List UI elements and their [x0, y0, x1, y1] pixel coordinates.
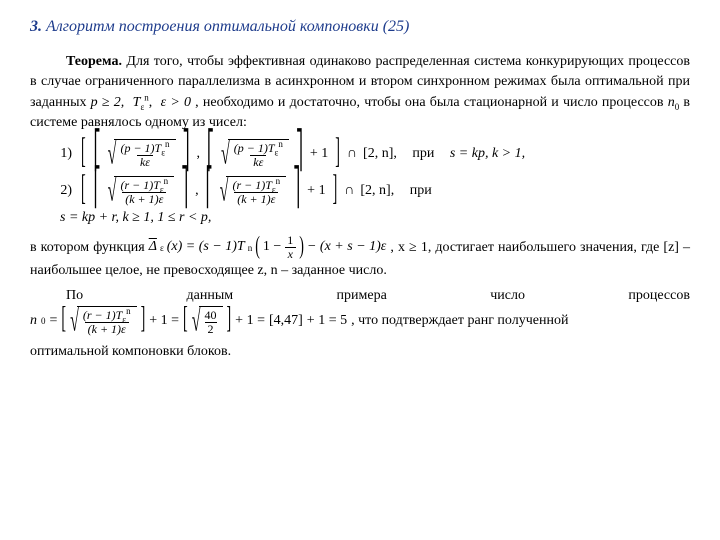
frac-final-a: (r − 1)Tεn (k + 1)ε	[80, 309, 134, 336]
paragraph-3-spread: По данным примера число процессов	[30, 288, 690, 304]
document-page: 3. Алгоритм построения оптимальной компо…	[0, 0, 720, 540]
section-heading: 3. Алгоритм построения оптимальной компо…	[30, 18, 690, 36]
frac-1-over-x: 1 x	[284, 234, 296, 261]
theorem-label: Теорема.	[66, 54, 122, 69]
frac-final-b: 40 2	[202, 309, 220, 336]
n0: n	[668, 95, 675, 110]
frac-2a: (r − 1)Tεn (k + 1)ε	[117, 179, 171, 206]
delta: Δ	[149, 237, 157, 257]
w1: По	[30, 288, 83, 304]
n0-equation: n0 = [ √ (r − 1)Tεn (k + 1)ε ] + 1 = [ √…	[30, 306, 690, 336]
frac-1a: (p − 1)Tεn kε	[117, 142, 172, 169]
left-floor-1a: [	[80, 136, 87, 172]
section-title: Алгоритм построения оптимальной компонов…	[46, 18, 409, 35]
radical-icon: √	[70, 307, 79, 337]
left-ceil-1a: ⎡	[93, 136, 102, 172]
para2-lead: в котором функция	[30, 240, 149, 255]
final-tail: , что подтверждает ранг полученной	[351, 313, 568, 329]
sqrt-1a: √ (p − 1)Tεn kε	[108, 139, 176, 169]
right-floor-2: ]	[332, 173, 339, 209]
left-ceil-2b: ⎡	[205, 173, 214, 209]
formula-2: 2) [ ⎡ √ (r − 1)Tεn (k + 1)ε ⎤ , ⎡ √ (r …	[54, 176, 690, 206]
sqrt-2b: √ (r − 1)Tεn (k + 1)ε	[220, 176, 287, 206]
condition-2: s = kp + r, k ≥ 1, 1 ≤ r < p,	[60, 210, 690, 226]
theorem-paragraph: Теорема. Для того, чтобы эффективная оди…	[30, 52, 690, 133]
frac-2b: (r − 1)Tεn (k + 1)ε	[229, 179, 283, 206]
radical-icon: √	[108, 141, 117, 171]
cond-1-text: s = kp, k > 1,	[450, 146, 525, 162]
range-2: [2, n],	[360, 183, 394, 199]
right-ceil-1a: ⎤	[182, 136, 191, 172]
section-number: 3.	[30, 18, 42, 35]
eps-sub: ε	[140, 101, 144, 111]
n0-sub: 0	[675, 101, 680, 111]
formula-1: 1) [ ⎡ √ (p − 1)Tεn kε ⎤ , ⎡ √ (p − 1)Tε…	[54, 139, 690, 169]
right-ceil-2a: ⎤	[180, 173, 189, 209]
intersect-2: ∩	[344, 183, 354, 199]
n-sup: n	[144, 92, 149, 102]
theorem-tail: , необходимо и достаточно, чтобы она был…	[195, 95, 668, 110]
sqrt-1b: √ (p − 1)Tεn kε	[221, 139, 289, 169]
w3: примера	[301, 288, 387, 304]
left-ceil-2a: ⎡	[93, 173, 102, 209]
plus-one-2: + 1	[307, 183, 325, 199]
pri-1: при	[412, 146, 434, 162]
intersect-1: ∩	[347, 146, 357, 162]
paragraph-2: в котором функция Δε (x) = (s − 1)Tn (1 …	[30, 234, 690, 282]
sqrt-2a: √ (r − 1)Tεn (k + 1)ε	[108, 176, 175, 206]
radical-icon: √	[108, 177, 117, 207]
formula-1-index: 1)	[54, 146, 74, 162]
last-line: оптимальной компоновки блоков.	[30, 342, 690, 362]
delta-eq: Δε (x) = (s − 1)Tn (1 − 1 x ) − (x + s −…	[149, 234, 387, 261]
left-floor-2a: [	[80, 173, 87, 209]
range-1: [2, n],	[363, 146, 397, 162]
right-ceil-1b: ⎤	[295, 136, 304, 172]
radical-icon: √	[221, 141, 230, 171]
right-ceil-2b: ⎤	[292, 173, 301, 209]
radical-icon: √	[220, 177, 229, 207]
w4: число	[454, 288, 525, 304]
w5: процессов	[592, 288, 690, 304]
plus-one-1: + 1	[310, 146, 328, 162]
w2: данным	[151, 288, 234, 304]
cond-p: p ≥ 2,	[91, 95, 125, 110]
pri-2: при	[410, 183, 432, 199]
right-floor-1: ]	[334, 136, 341, 172]
radical-icon: √	[192, 307, 201, 337]
eps-gt-0: ε > 0	[161, 95, 191, 110]
left-ceil-1b: ⎡	[206, 136, 215, 172]
formula-2-index: 2)	[54, 183, 74, 199]
frac-1b: (p − 1)Tεn kε	[231, 142, 286, 169]
